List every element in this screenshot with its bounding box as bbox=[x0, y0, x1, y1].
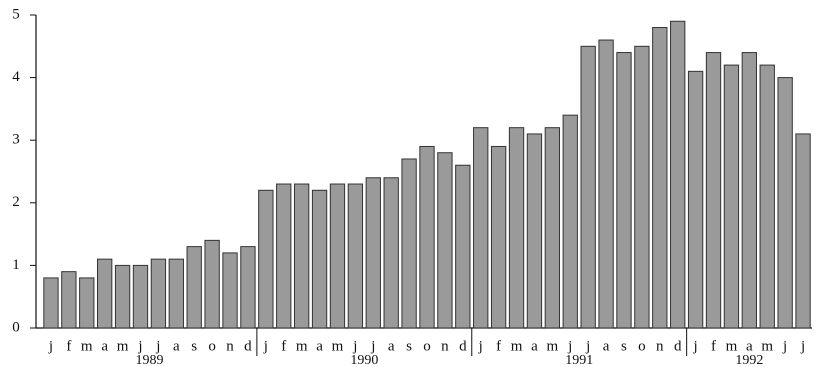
x-tick-label: n bbox=[226, 338, 234, 354]
y-tick-label: 5 bbox=[12, 6, 20, 22]
bar bbox=[132, 264, 149, 329]
x-tick-label: m bbox=[726, 338, 738, 354]
x-tick-label: f bbox=[496, 338, 501, 354]
bar bbox=[79, 277, 95, 329]
bar bbox=[329, 183, 346, 329]
x-tick-label: o bbox=[638, 338, 646, 354]
x-tick-label: n bbox=[656, 338, 664, 354]
x-tick-label: a bbox=[316, 338, 323, 354]
bar bbox=[204, 239, 220, 329]
x-tick-label: f bbox=[281, 338, 286, 354]
bar bbox=[544, 127, 561, 329]
x-tick-label: s bbox=[406, 338, 412, 354]
bar bbox=[508, 127, 525, 329]
bar bbox=[598, 39, 614, 329]
bar bbox=[473, 127, 489, 329]
x-tick-label: j bbox=[782, 338, 787, 354]
bar bbox=[562, 114, 578, 329]
bar bbox=[634, 45, 650, 329]
x-tick-label: a bbox=[746, 338, 753, 354]
bar bbox=[61, 271, 77, 329]
bar bbox=[490, 145, 507, 329]
bar bbox=[114, 264, 131, 329]
bar bbox=[97, 258, 113, 329]
bar bbox=[616, 52, 632, 329]
bar bbox=[43, 277, 59, 329]
bar bbox=[741, 52, 757, 329]
bar bbox=[652, 27, 668, 329]
y-tick-label: 1 bbox=[12, 257, 20, 273]
bar bbox=[526, 133, 543, 329]
bar bbox=[311, 189, 328, 329]
bar bbox=[258, 189, 274, 329]
y-tick-label: 3 bbox=[12, 132, 20, 148]
x-tick-label: j bbox=[370, 338, 375, 354]
group-label: 1990 bbox=[350, 353, 378, 367]
group-label: 1991 bbox=[565, 353, 593, 367]
x-tick-label: o bbox=[208, 338, 216, 354]
y-tick-label: 2 bbox=[12, 194, 20, 210]
bar bbox=[186, 246, 202, 329]
bar bbox=[419, 145, 435, 329]
x-tick-label: m bbox=[332, 338, 344, 354]
bar bbox=[795, 133, 811, 329]
group-label: 1992 bbox=[735, 353, 763, 367]
bar bbox=[687, 70, 704, 329]
bar bbox=[437, 152, 453, 329]
bar bbox=[276, 183, 292, 329]
x-tick-label: m bbox=[81, 338, 93, 354]
bar bbox=[240, 246, 256, 329]
x-tick-label: f bbox=[66, 338, 71, 354]
x-tick-label: j bbox=[352, 338, 357, 354]
bar bbox=[168, 258, 184, 329]
bar bbox=[383, 177, 399, 329]
x-tick-label: j bbox=[137, 338, 142, 354]
x-tick-label: m bbox=[511, 338, 523, 354]
x-tick-label: a bbox=[603, 338, 610, 354]
bar bbox=[759, 64, 775, 329]
bar bbox=[293, 183, 310, 329]
bar bbox=[777, 77, 793, 329]
x-tick-label: a bbox=[388, 338, 395, 354]
bar bbox=[365, 177, 381, 329]
x-tick-label: d bbox=[674, 338, 682, 354]
x-tick-label: n bbox=[441, 338, 449, 354]
x-tick-label: m bbox=[761, 338, 773, 354]
x-tick-label: j bbox=[585, 338, 590, 354]
x-tick-label: a bbox=[173, 338, 180, 354]
group-label: 1989 bbox=[135, 353, 163, 367]
bar bbox=[347, 183, 364, 329]
x-tick-label: j bbox=[48, 338, 53, 354]
x-tick-label: j bbox=[478, 338, 483, 354]
x-tick-label: d bbox=[459, 338, 467, 354]
x-tick-label: s bbox=[191, 338, 197, 354]
x-tick-label: m bbox=[547, 338, 559, 354]
x-tick-label: f bbox=[711, 338, 716, 354]
bar bbox=[455, 164, 471, 329]
bar bbox=[222, 252, 238, 329]
x-tick-label: a bbox=[531, 338, 538, 354]
x-tick-label: s bbox=[621, 338, 627, 354]
x-tick-label: d bbox=[244, 338, 252, 354]
x-tick-label: j bbox=[155, 338, 160, 354]
x-tick-label: j bbox=[263, 338, 268, 354]
bar bbox=[705, 52, 722, 329]
x-tick-label: j bbox=[567, 338, 572, 354]
x-tick-label: m bbox=[117, 338, 129, 354]
bar bbox=[150, 258, 167, 329]
bar bbox=[580, 45, 596, 329]
bar bbox=[723, 64, 740, 329]
y-tick-label: 4 bbox=[12, 69, 20, 85]
y-tick-label: 0 bbox=[12, 319, 20, 335]
x-tick-label: m bbox=[296, 338, 308, 354]
x-tick-label: j bbox=[800, 338, 805, 354]
bar bbox=[670, 20, 686, 329]
x-tick-label: a bbox=[101, 338, 108, 354]
x-tick-label: o bbox=[423, 338, 431, 354]
bar bbox=[401, 158, 417, 329]
x-tick-label: j bbox=[693, 338, 698, 354]
